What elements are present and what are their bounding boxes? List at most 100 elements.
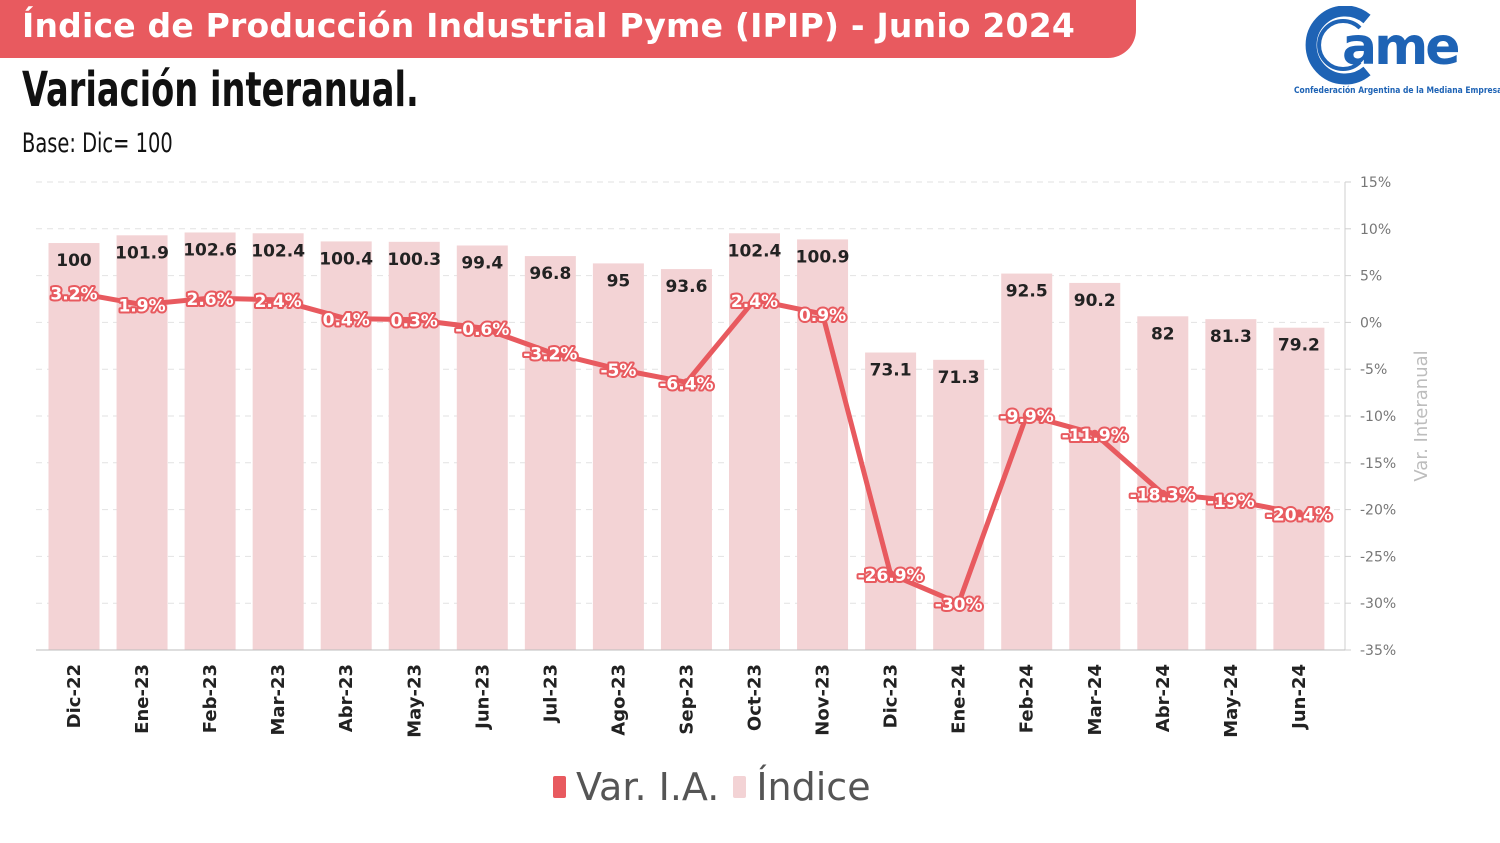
bar-May-24 (1205, 319, 1257, 650)
bar-Jul-23 (524, 256, 576, 650)
line-point (1158, 489, 1167, 498)
line-label: -19% (1207, 492, 1255, 512)
x-tick-label: May-23 (404, 664, 425, 738)
x-tick-label: Dic-23 (881, 664, 902, 728)
y-tick-label: -25% (1360, 549, 1396, 565)
bar-label: 100.3 (387, 250, 441, 270)
line-point (478, 324, 487, 333)
line-label: -0.6% (455, 320, 509, 340)
line-label: -5% (600, 361, 636, 381)
line-label: 0.4% (323, 311, 370, 331)
y-tick-label: -10% (1360, 409, 1396, 425)
line-point (1226, 496, 1235, 505)
line-point (682, 378, 691, 387)
bar-Abr-24 (1137, 316, 1189, 650)
chart-subtitle: Variación interanual. (22, 62, 419, 118)
line-point (1022, 411, 1031, 420)
y-tick-label: -35% (1360, 643, 1396, 659)
line-label: 0.9% (799, 306, 846, 326)
line-point (750, 295, 759, 304)
x-tick-label: Oct-23 (745, 664, 766, 731)
line-var-ia (70, 288, 1303, 608)
line-point (954, 599, 963, 608)
line-point (818, 309, 827, 318)
legend-label-indice: Índice (756, 765, 871, 809)
y-tick-label: 0% (1360, 315, 1382, 331)
line-point (546, 348, 555, 357)
logo-caption: Confederación Argentina de la Mediana Em… (1294, 86, 1500, 96)
bar-label: 100.4 (319, 249, 373, 269)
bar-Dic-22 (48, 243, 100, 651)
line-label: 3.2% (50, 284, 97, 304)
bar-label: 102.4 (728, 241, 782, 261)
x-tick-label: Feb-24 (1017, 664, 1038, 733)
x-tick-label: Ene-23 (132, 664, 153, 734)
x-tick-label: Nov-23 (813, 664, 834, 736)
came-logo: ame (1305, 6, 1461, 85)
bar-labels: 100 101.9 102.6 102.4 100.4 100.3 99.4 96.8 95 93… (56, 240, 1320, 387)
line-point (1294, 509, 1303, 518)
bar-Ago-23 (592, 263, 644, 650)
y-tick-label: -15% (1360, 456, 1396, 472)
bar-label: 102.4 (251, 241, 305, 261)
bar-label: 93.6 (665, 277, 707, 297)
line-labels: 3.2% 1.9% 2.6% 2.4% 0.4% 0.3% -0.6% -3.2% -5% -6.… (48, 282, 1334, 617)
line-point (274, 295, 283, 304)
x-tick-label: Ago-23 (608, 664, 629, 736)
line-label: 0.3% (391, 312, 438, 332)
bar-label: 102.6 (183, 240, 237, 260)
x-tick-label: Abr-23 (336, 664, 357, 732)
line-label: -11.9% (1062, 426, 1128, 446)
base-note: Base: Dic= 100 (22, 128, 173, 159)
bar-label: 73.1 (870, 361, 912, 381)
line-point (1090, 429, 1099, 438)
y-tick-label: -30% (1360, 596, 1396, 612)
line-label: -26.9% (858, 566, 924, 586)
bar-Sep-23 (660, 269, 712, 650)
x-tick-label: May-24 (1221, 664, 1242, 738)
bar-Mar-24 (1069, 282, 1121, 650)
x-tick-label: Feb-23 (200, 664, 221, 733)
bar-label: 101.9 (115, 243, 169, 263)
y-axis-ticks: 15% 10% 5% 0% -5% -10% -15% -20% -25% -30% -35% (1345, 175, 1396, 659)
bar-Nov-23 (797, 239, 849, 651)
legend: Var. I.A. Índice (553, 760, 885, 814)
line-point (410, 315, 419, 324)
bar-label: 95 (607, 271, 631, 291)
legend-label-var: Var. I.A. (576, 765, 720, 809)
bar-label: 96.8 (529, 264, 571, 284)
line-label: 1.9% (118, 297, 165, 317)
line-label: 2.6% (187, 290, 234, 310)
x-tick-label: Mar-23 (268, 664, 289, 735)
line-point (70, 288, 78, 297)
bar-label: 99.4 (461, 253, 503, 273)
x-tick-label: Mar-24 (1085, 664, 1106, 735)
y-tick-label: -20% (1360, 503, 1396, 519)
y-axis-title: Var. Interanual (1411, 350, 1432, 481)
x-tick-label: Jul-23 (540, 664, 561, 724)
y-tick-label: 10% (1360, 222, 1391, 238)
line-label: -9.9% (1000, 407, 1054, 427)
line-point (614, 365, 623, 374)
line-label: -18.3% (1130, 486, 1196, 506)
logo-letters: ame (1342, 17, 1458, 77)
line-point (138, 300, 147, 309)
line-label: -6.4% (659, 374, 713, 394)
line-label: 2.4% (731, 292, 778, 312)
y-tick-label: -5% (1360, 362, 1387, 378)
x-tick-label: Jun-23 (472, 664, 493, 731)
line-point (886, 570, 895, 579)
line-point (342, 314, 351, 323)
x-tick-label: Jun-24 (1289, 664, 1310, 731)
y-tick-label: 15% (1360, 175, 1391, 191)
line-label: -20.4% (1266, 505, 1332, 525)
bar-label: 92.5 (1006, 282, 1048, 302)
bar-Jun-24 (1273, 327, 1325, 650)
x-tick-label: Dic-22 (64, 664, 85, 728)
line-label: 2.4% (255, 292, 302, 312)
bar-label: 71.3 (938, 368, 980, 388)
line-label: -30% (935, 595, 983, 615)
title-banner: Índice de Producción Industrial Pyme (IP… (0, 0, 1136, 58)
bar-label: 100.9 (796, 247, 850, 267)
